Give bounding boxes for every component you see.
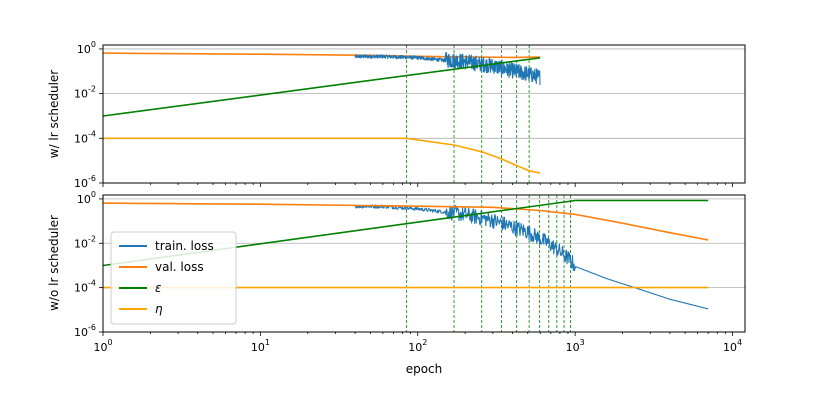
y-tick-label: 10-2 — [74, 85, 96, 101]
top-axes-frame — [102, 44, 746, 184]
bottom-xlabel: epoch — [406, 362, 443, 376]
legend: train. loss val. loss εη — [110, 231, 237, 325]
top-ticks: 100 10-2 10-4 10-6 — [74, 40, 733, 190]
y-tick-label: 10-6 — [74, 323, 96, 339]
legend-label: val. loss — [155, 260, 204, 274]
y-tick-label: 100 — [77, 190, 96, 206]
x-tick-label: 102 — [408, 338, 427, 354]
series-train-loss-line — [354, 51, 541, 86]
y-tick-label: 10-4 — [74, 129, 96, 145]
top-series — [103, 51, 541, 174]
legend-label: η — [155, 302, 163, 316]
bottom-ylabel: w/o lr scheduler — [47, 215, 61, 311]
top-panel: 100 10-2 10-4 10-6 w/ lr scheduler — [47, 40, 746, 190]
bottom-axes-frame — [102, 194, 746, 333]
series-val-loss-line — [103, 202, 709, 241]
x-tick-label: 104 — [723, 338, 742, 354]
series-val-loss-line — [103, 52, 541, 59]
y-tick-label: 10-2 — [74, 234, 96, 250]
y-tick-label: 10-4 — [74, 279, 96, 295]
legend-label: ε — [155, 281, 162, 295]
series-train-loss-line — [354, 204, 709, 310]
y-tick-label: 10-6 — [74, 174, 96, 190]
x-tick-label: 101 — [251, 338, 270, 354]
series-epsilon-line — [103, 199, 709, 267]
y-tick-label: 100 — [77, 40, 96, 56]
x-tick-label: 103 — [566, 338, 585, 354]
top-grid — [103, 48, 745, 184]
top-ylabel: w/ lr scheduler — [47, 70, 61, 159]
series-epsilon-line — [103, 57, 541, 117]
x-tick-label: 100 — [93, 338, 112, 354]
legend-box — [110, 231, 237, 325]
series-eta-line — [103, 137, 541, 174]
legend-label: train. loss — [155, 239, 214, 253]
